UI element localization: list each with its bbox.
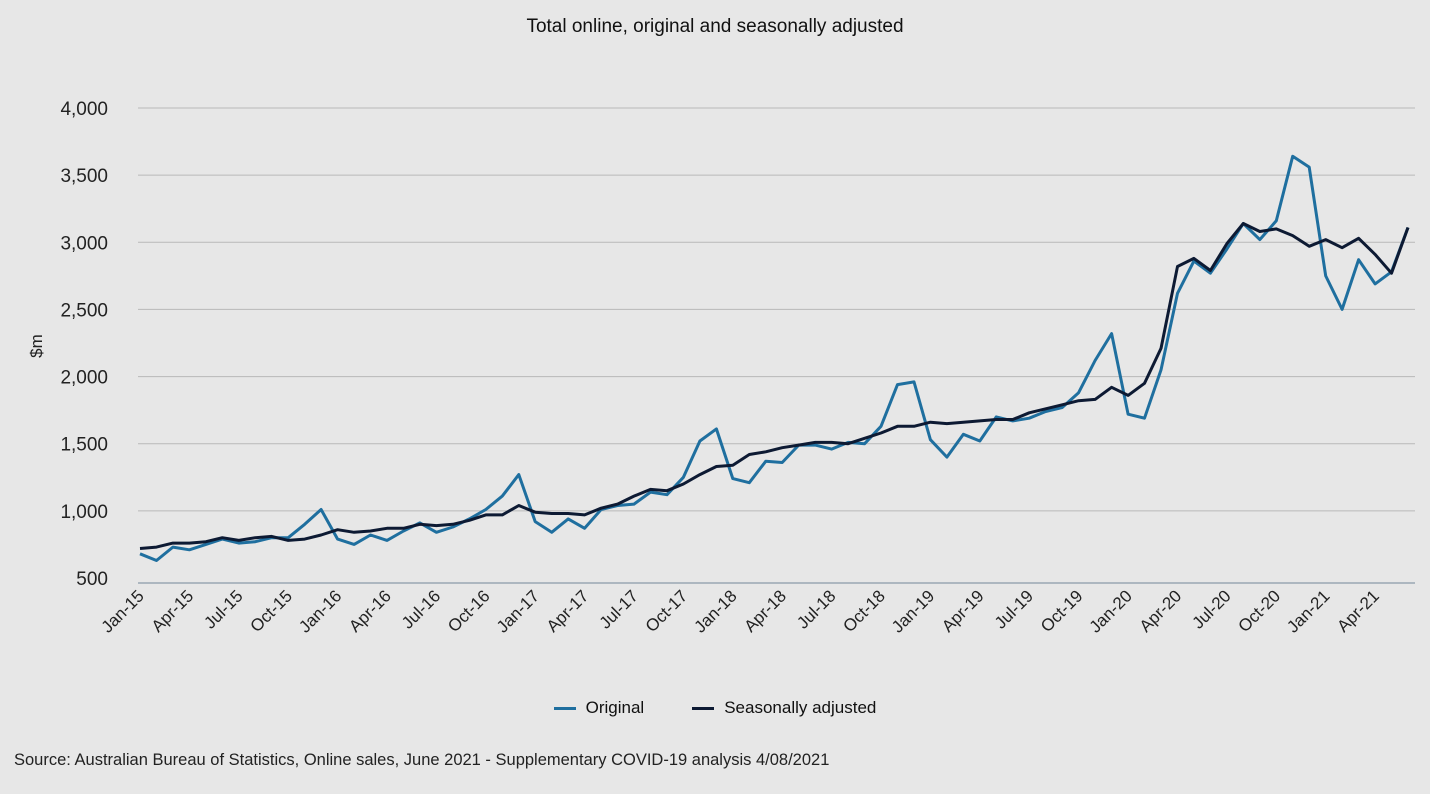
x-tick-label: Jul-18 xyxy=(793,586,839,632)
x-tick-label: Oct-17 xyxy=(642,586,692,636)
x-tick-label: Apr-19 xyxy=(938,586,988,636)
x-tick-label: Oct-20 xyxy=(1235,586,1285,636)
x-tick-label: Jan-20 xyxy=(1086,586,1136,636)
y-tick-label: 2,500 xyxy=(60,300,108,321)
y-axis-ticks: 4,000 3,500 3,000 2,500 2,000 1,500 1,000 500 xyxy=(60,99,108,590)
legend-swatch-seasonally-adjusted xyxy=(692,706,715,710)
legend-label-original: Original xyxy=(585,698,645,717)
y-tick-label: 500 xyxy=(76,569,108,590)
x-tick-label: Jan-18 xyxy=(690,586,740,636)
series-group xyxy=(139,154,1410,562)
x-tick-label: Apr-20 xyxy=(1136,586,1186,636)
x-tick-label: Apr-17 xyxy=(543,586,593,636)
x-tick-label: Apr-18 xyxy=(741,586,791,636)
y-tick-label: 1,500 xyxy=(60,435,108,456)
chart-title: Total online, original and seasonally ad… xyxy=(526,16,904,37)
y-tick-label: 4,000 xyxy=(60,99,108,120)
y-tick-label: 1,000 xyxy=(60,502,108,523)
legend-item-original: Original xyxy=(553,698,645,718)
x-tick-label: Apr-15 xyxy=(148,586,198,636)
x-tick-label: Apr-16 xyxy=(345,586,395,636)
y-tick-label: 2,000 xyxy=(60,368,108,389)
x-tick-label: Jan-19 xyxy=(888,586,938,636)
y-axis-label: $m xyxy=(27,334,46,358)
x-tick-label: Apr-21 xyxy=(1333,586,1383,636)
x-tick-label: Oct-19 xyxy=(1037,586,1087,636)
y-tick-label: 3,500 xyxy=(60,166,108,187)
x-tick-label: Jul-20 xyxy=(1189,586,1235,632)
x-tick-label: Oct-18 xyxy=(839,586,889,636)
x-tick-label: Jan-21 xyxy=(1283,586,1333,636)
x-tick-label: Jan-16 xyxy=(295,586,345,636)
legend: Original Seasonally adjusted xyxy=(0,698,1430,718)
series-line-seasonally-adjusted xyxy=(139,222,1410,550)
x-tick-label: Jul-19 xyxy=(991,586,1037,632)
series-line-original xyxy=(139,154,1410,562)
legend-swatch-original xyxy=(553,706,576,710)
x-tick-label: Jan-15 xyxy=(98,586,148,636)
x-tick-label: Jul-15 xyxy=(200,586,246,632)
x-tick-label: Oct-15 xyxy=(247,586,297,636)
gridlines xyxy=(138,107,1415,512)
legend-item-seasonally-adjusted: Seasonally adjusted xyxy=(692,698,876,718)
source-note: Source: Australian Bureau of Statistics,… xyxy=(14,751,830,769)
x-tick-label: Jul-17 xyxy=(596,586,642,632)
x-tick-label: Oct-16 xyxy=(444,586,494,636)
x-tick-label: Jul-16 xyxy=(398,586,444,632)
x-tick-label: Jan-17 xyxy=(493,586,543,636)
y-tick-label: 3,000 xyxy=(60,233,108,254)
legend-label-seasonally-adjusted: Seasonally adjusted xyxy=(724,698,877,717)
x-axis-ticks: Jan-15 Apr-15 Jul-15 Oct-15 Jan-16 Apr-16 Jul-… xyxy=(98,586,1383,636)
